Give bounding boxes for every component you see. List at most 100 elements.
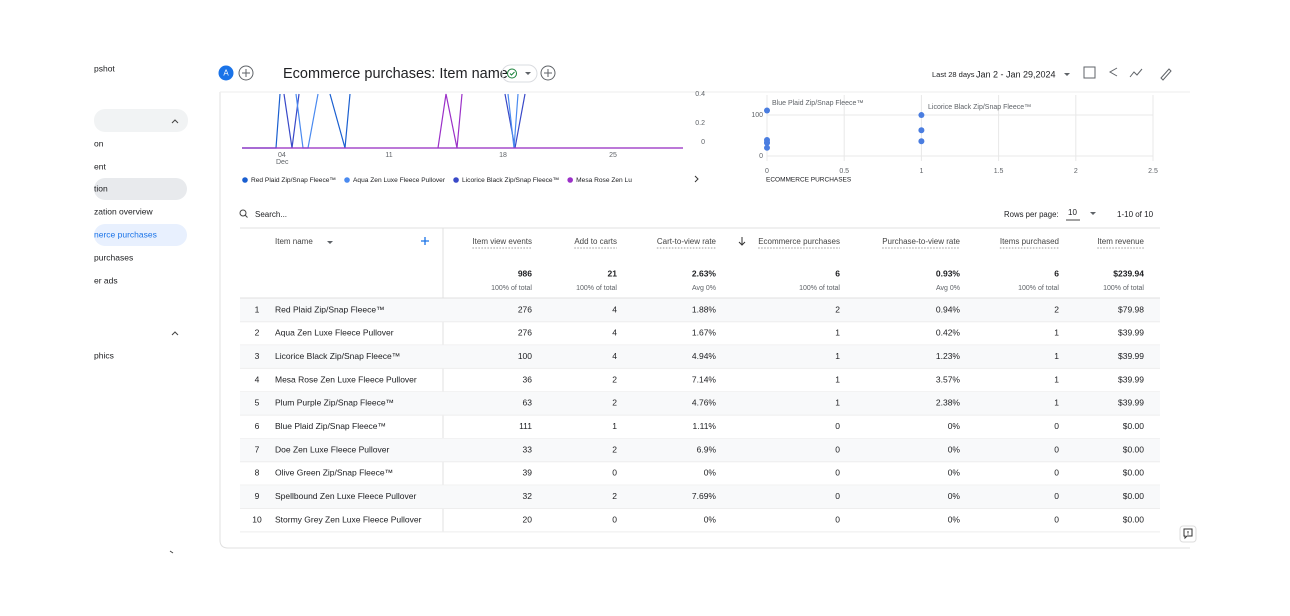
- y-tick-label: 0.2: [695, 120, 705, 127]
- cell: 0: [835, 514, 840, 524]
- cell: 1.23%: [936, 351, 961, 361]
- feedback-button[interactable]: [1179, 525, 1197, 543]
- item-name[interactable]: Plum Purple Zip/Snap Fleece™: [275, 398, 394, 408]
- add-button[interactable]: [238, 65, 254, 81]
- x-tick-label: 0.5: [839, 168, 849, 175]
- cell: 1.88%: [692, 304, 717, 314]
- item-name[interactable]: Spellbound Zen Luxe Fleece Pullover: [275, 491, 416, 501]
- cell: 4: [612, 351, 617, 361]
- x-tick-label: 18: [499, 152, 507, 159]
- item-name[interactable]: Mesa Rose Zen Luxe Fleece Pullover: [275, 374, 417, 384]
- x-axis-label: ECOMMERCE PURCHASES: [766, 177, 852, 184]
- item-name[interactable]: Licorice Black Zip/Snap Fleece™: [275, 351, 400, 361]
- cell: 2: [612, 398, 617, 408]
- nav-item[interactable]: ent: [94, 161, 106, 171]
- cell: 1: [835, 374, 840, 384]
- cell: 1.11%: [693, 421, 717, 431]
- cell: 0%: [704, 514, 717, 524]
- column-header[interactable]: Items purchased: [1000, 237, 1059, 246]
- column-header[interactable]: Cart-to-view rate: [657, 237, 717, 246]
- nav-item[interactable]: on: [94, 138, 104, 148]
- avatar-letter: A: [223, 69, 229, 78]
- item-name[interactable]: Red Plaid Zip/Snap Fleece™: [275, 304, 385, 314]
- row-rank: 8: [255, 468, 260, 478]
- y-tick-label: 0: [701, 139, 705, 146]
- scatter-point: [764, 144, 770, 151]
- section-header[interactable]: [94, 109, 188, 132]
- nav-item[interactable]: zation overview: [94, 206, 153, 216]
- column-header[interactable]: Purchase-to-view rate: [882, 237, 960, 246]
- status-chip[interactable]: [501, 64, 538, 83]
- avatar[interactable]: [218, 65, 234, 81]
- sort-arrow: [738, 237, 746, 246]
- plus: [242, 69, 250, 77]
- item-name[interactable]: Doe Zen Luxe Fleece Pullover: [275, 444, 390, 454]
- column-header[interactable]: Ecommerce purchases: [758, 237, 840, 246]
- total-note: 100% of total: [799, 285, 840, 292]
- total-note: 100% of total: [576, 285, 617, 292]
- row-stripe: [240, 391, 1160, 415]
- row-rank: 1: [255, 304, 260, 314]
- cell: 7.69%: [692, 491, 717, 501]
- cell: 0.42%: [936, 328, 961, 338]
- total-value: 0.93%: [936, 268, 961, 278]
- check-icon: [507, 68, 517, 79]
- cell: 1: [835, 328, 840, 338]
- row-rank: 4: [255, 374, 260, 384]
- column-header[interactable]: Item view events: [472, 237, 532, 246]
- cell: 0%: [948, 444, 961, 454]
- add-button[interactable]: [540, 65, 556, 81]
- dropdown[interactable]: [327, 241, 333, 244]
- item-name[interactable]: Stormy Grey Zen Luxe Fleece Pullover: [275, 514, 422, 524]
- column-header[interactable]: Item name: [275, 237, 313, 246]
- cell: $39.99: [1118, 398, 1144, 408]
- series-line: [295, 93, 319, 149]
- cell: 63: [523, 398, 533, 408]
- cell: $39.99: [1118, 328, 1144, 338]
- nav-item[interactable]: er ads: [94, 275, 118, 285]
- cell: 2.38%: [936, 398, 961, 408]
- x-tick-label: 1: [919, 168, 923, 175]
- total-value: 6: [835, 268, 840, 278]
- cell: $39.99: [1118, 351, 1144, 361]
- cell: 100: [518, 351, 532, 361]
- cell: 1: [1054, 328, 1059, 338]
- item-name[interactable]: Olive Green Zip/Snap Fleece™: [275, 468, 393, 478]
- row-stripe: [240, 485, 1160, 509]
- series-line: [329, 93, 351, 149]
- x-tick-label: 04: [278, 152, 286, 159]
- dropdown[interactable]: [1064, 73, 1070, 76]
- dropdown[interactable]: [1090, 212, 1096, 215]
- y-tick-label: 0.4: [695, 91, 705, 98]
- rows-per-page[interactable]: 10: [1068, 208, 1077, 217]
- legend-next[interactable]: [694, 175, 699, 183]
- insights-icon[interactable]: [1129, 68, 1143, 78]
- edit-icon[interactable]: [1160, 68, 1172, 81]
- nav-item[interactable]: phics: [94, 350, 114, 360]
- nav-item[interactable]: tion: [94, 183, 108, 193]
- nav-item[interactable]: purchases: [94, 252, 133, 262]
- column-header[interactable]: Add to carts: [574, 237, 617, 246]
- cell: 2: [612, 444, 617, 454]
- cell: 0.94%: [936, 304, 961, 314]
- search-input[interactable]: Search...: [255, 210, 287, 219]
- plus: [544, 69, 552, 77]
- cell: 1: [835, 398, 840, 408]
- row-rank: 3: [255, 351, 260, 361]
- nav-item[interactable]: nerce purchases: [94, 229, 157, 239]
- total-note: 100% of total: [1103, 285, 1144, 292]
- item-name[interactable]: Aqua Zen Luxe Fleece Pullover: [275, 328, 394, 338]
- item-name[interactable]: Blue Plaid Zip/Snap Fleece™: [275, 421, 386, 431]
- cell: $0.00: [1123, 421, 1145, 431]
- cell: 0: [835, 421, 840, 431]
- date-range[interactable]: Jan 2 - Jan 29,2024: [976, 69, 1056, 79]
- customize-icon[interactable]: [1083, 66, 1096, 79]
- column-header[interactable]: Item revenue: [1097, 237, 1144, 246]
- total-note: 100% of total: [1018, 285, 1059, 292]
- nav-item[interactable]: pshot: [94, 63, 115, 73]
- row-stripe: [240, 345, 1160, 369]
- cell: 0: [1054, 514, 1059, 524]
- total-value: 986: [518, 268, 532, 278]
- add-dimension[interactable]: [421, 237, 429, 245]
- share-icon[interactable]: [1108, 67, 1118, 77]
